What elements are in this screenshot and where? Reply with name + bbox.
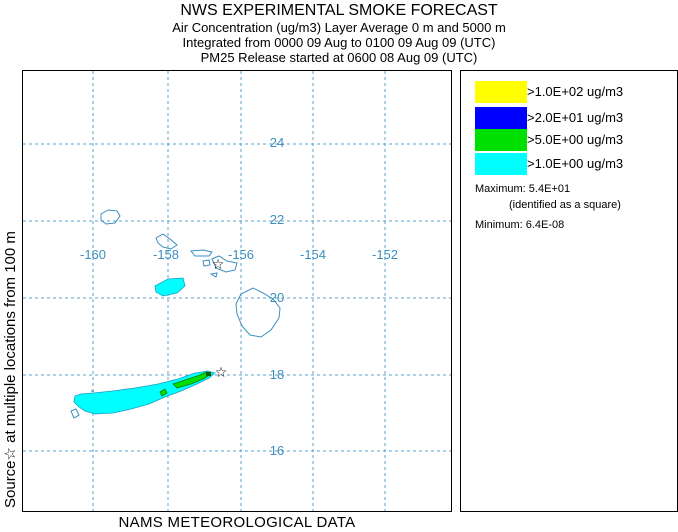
side-label: Source☆ at multiple locations from 100 m — [2, 231, 19, 508]
maximum-label: Maximum: — [475, 183, 526, 195]
island-niihau — [70, 408, 80, 419]
maximum-value: 5.4E+01 — [528, 183, 571, 195]
plume-green-patch — [159, 388, 168, 397]
legend-panel: >1.0E+02 ug/m3 >2.0E+01 ug/m3 >5.0E+00 u… — [460, 70, 678, 512]
page-title: NWS EXPERIMENTAL SMOKE FORECAST — [180, 2, 498, 19]
island-maui — [211, 255, 238, 273]
side-label-container: Source☆ at multiple locations from 100 m — [0, 0, 20, 532]
plume-max-square — [206, 372, 211, 376]
lon-label: -160 — [80, 247, 106, 262]
lat-labels: 24 22 20 18 16 — [270, 135, 284, 458]
legend-label: >2.0E+01 ug/m3 — [527, 110, 624, 125]
minimum-label: Minimum: — [475, 219, 523, 231]
island-molokai — [190, 249, 213, 257]
legend-label: >1.0E+02 ug/m3 — [527, 84, 624, 99]
maximum-stat: Maximum: 5.4E+01 — [475, 183, 570, 195]
lon-label: -158 — [153, 247, 179, 262]
lat-label: 18 — [270, 367, 284, 382]
minimum-stat: Minimum: 6.4E-08 — [475, 219, 564, 231]
star-icon: ☆ — [215, 365, 228, 381]
island-oahu — [155, 233, 178, 250]
lon-label: -154 — [300, 247, 326, 262]
lat-label: 22 — [270, 212, 284, 227]
footer-data-source: NAMS METEOROLOGICAL DATA — [118, 514, 356, 531]
star-icon: ☆ — [212, 257, 225, 273]
legend-swatch — [475, 107, 527, 129]
legend-item: >2.0E+01 ug/m3 — [475, 107, 675, 129]
concentration-line: Air Concentration (ug/m3) Layer Average … — [172, 20, 506, 35]
source-markers: ☆ ☆ — [212, 257, 228, 381]
integration-line: Integrated from 0000 09 Aug to 0100 09 A… — [182, 35, 496, 50]
graticule — [23, 71, 451, 511]
island-kauai — [100, 209, 121, 225]
lat-label: 24 — [270, 135, 284, 150]
lat-label: 20 — [270, 290, 284, 305]
lon-label: -156 — [228, 247, 254, 262]
map-panel: -160 -158 -156 -154 -152 24 22 20 18 16 — [22, 70, 452, 512]
lat-label: 16 — [270, 443, 284, 458]
island-fill-patch — [154, 277, 186, 297]
release-line: PM25 Release started at 0600 08 Aug 09 (… — [200, 50, 478, 65]
minimum-value: 6.4E-08 — [525, 219, 565, 231]
title-block: NWS EXPERIMENTAL SMOKE FORECAST Air Conc… — [0, 2, 678, 65]
island-hawaii — [235, 287, 281, 338]
legend-item: >1.0E+02 ug/m3 — [475, 81, 675, 103]
island-kahoolawe — [209, 272, 218, 278]
legend-label: >5.0E+00 ug/m3 — [527, 132, 624, 147]
lon-label: -152 — [372, 247, 398, 262]
legend-swatch — [475, 153, 527, 175]
smoke-plume — [73, 370, 216, 415]
legend-item: >5.0E+00 ug/m3 — [475, 129, 675, 151]
side-label-svg: Source☆ at multiple locations from 100 m — [2, 231, 19, 508]
islands — [70, 209, 281, 419]
map-svg: -160 -158 -156 -154 -152 24 22 20 18 16 — [23, 71, 451, 511]
legend-label: >1.0E+00 ug/m3 — [527, 156, 624, 171]
legend-swatch — [475, 81, 527, 103]
island-lanai — [202, 259, 211, 267]
legend-swatch — [475, 129, 527, 151]
lon-labels: -160 -158 -156 -154 -152 — [80, 247, 398, 262]
legend-item: >1.0E+00 ug/m3 — [475, 153, 675, 175]
maximum-note: (identified as a square) — [509, 199, 621, 211]
